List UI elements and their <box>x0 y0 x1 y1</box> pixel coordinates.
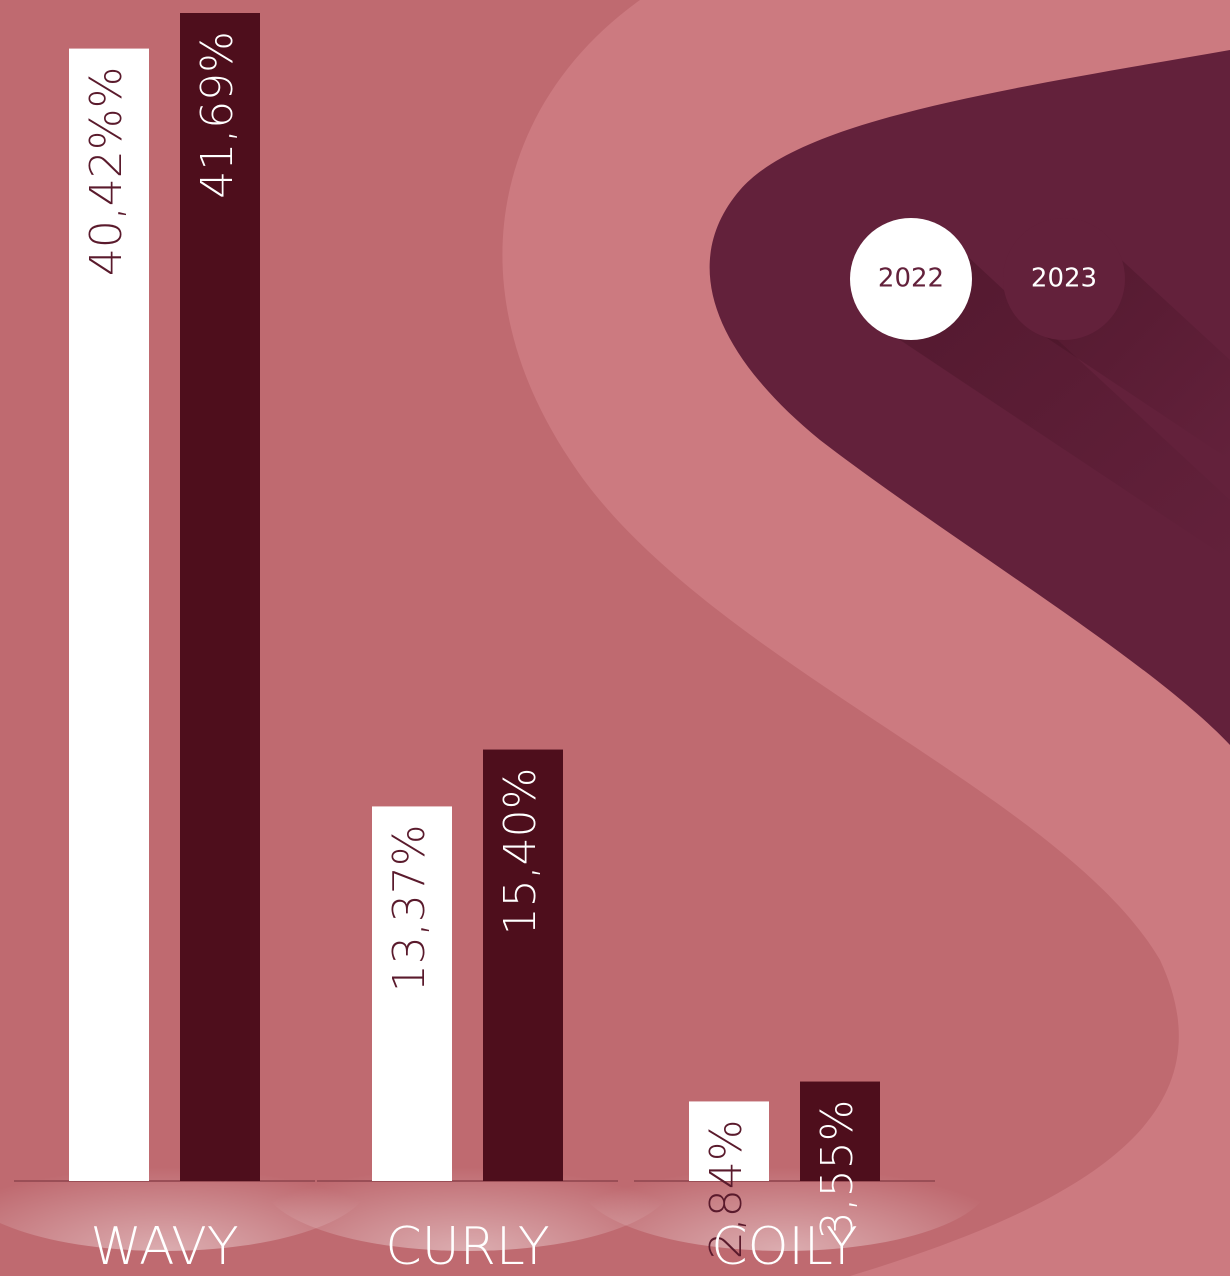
legend-item[interactable]: 2022 <box>850 218 972 340</box>
legend-label: 2023 <box>1031 264 1097 294</box>
category-label: CURLY <box>385 1217 549 1276</box>
value-label: 41,69% <box>192 31 243 199</box>
legend-item[interactable]: 2023 <box>1003 218 1125 340</box>
legend-label: 2022 <box>878 264 944 294</box>
value-label: 13,37% <box>384 824 435 992</box>
value-label: 40,42%% <box>81 67 132 277</box>
value-label: 15,40% <box>495 768 546 936</box>
chart: 40,42%%41,69%WAVY13,37%15,40%CURLY2,84%3… <box>0 0 1230 1276</box>
category-label: WAVY <box>90 1217 238 1276</box>
category-label: COILY <box>711 1217 857 1276</box>
